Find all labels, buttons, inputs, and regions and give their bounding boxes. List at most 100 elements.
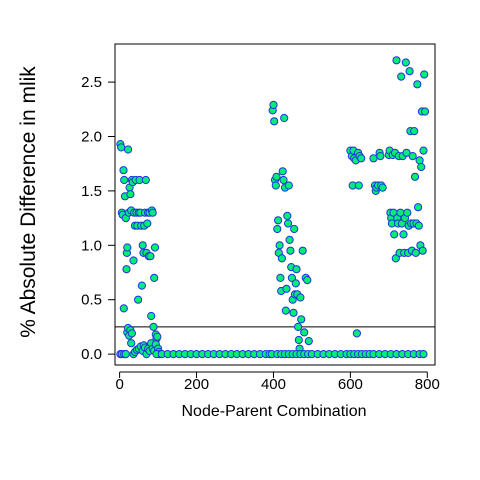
data-point <box>418 246 427 255</box>
data-point <box>291 279 300 288</box>
data-point <box>278 167 287 176</box>
data-point <box>289 308 298 317</box>
y-axis: 0.0 0.5 1.0 1.5 2.0 2.5 <box>81 74 115 363</box>
data-point <box>270 117 279 126</box>
data-point <box>284 219 293 228</box>
y-tick-label: 2.5 <box>81 74 102 91</box>
data-point <box>297 315 306 324</box>
x-tick-label: 600 <box>338 376 363 393</box>
data-point <box>408 152 417 161</box>
data-point <box>397 72 406 81</box>
data-point <box>134 295 143 304</box>
data-point <box>119 304 128 313</box>
data-point <box>122 265 131 274</box>
data-point <box>274 216 283 225</box>
data-point <box>150 243 160 252</box>
data-point <box>417 162 426 172</box>
data-point <box>120 175 129 185</box>
data-point <box>148 208 157 217</box>
data-point <box>411 248 420 257</box>
x-tick-label: 400 <box>261 376 286 393</box>
data-point <box>300 328 309 337</box>
data-point <box>129 256 138 265</box>
data-point <box>290 224 299 234</box>
data-point <box>273 224 282 234</box>
data-point <box>391 254 400 263</box>
data-point <box>294 335 303 345</box>
data-point <box>150 273 159 282</box>
data-point <box>153 332 162 341</box>
data-point <box>420 107 430 116</box>
data-point <box>304 337 313 346</box>
data-point <box>298 246 307 255</box>
data-point <box>415 156 424 165</box>
data-point <box>369 154 378 163</box>
data-point <box>376 152 385 161</box>
data-point <box>410 127 419 136</box>
data-point <box>276 273 285 282</box>
data-point <box>121 350 130 359</box>
y-tick-label: 2.0 <box>81 128 102 145</box>
data-point <box>119 166 128 175</box>
data-point <box>414 221 423 230</box>
data-point <box>413 80 422 89</box>
data-point <box>294 322 303 331</box>
data-point <box>149 322 158 331</box>
data-point <box>285 235 294 244</box>
data-point <box>281 306 290 315</box>
data-point <box>124 145 133 154</box>
x-tick-label: 0 <box>115 376 123 393</box>
data-point <box>138 241 147 250</box>
x-tick-label: 800 <box>415 376 440 393</box>
y-tick-label: 0.0 <box>81 346 102 363</box>
data-point <box>287 273 296 282</box>
data-point <box>410 172 420 181</box>
data-point <box>292 265 301 274</box>
data-points <box>116 56 430 359</box>
data-point <box>283 211 292 220</box>
data-point <box>117 143 126 152</box>
data-point <box>378 183 387 192</box>
data-point <box>357 154 366 163</box>
data-point <box>141 175 150 185</box>
data-point <box>126 190 135 199</box>
data-point <box>399 230 408 239</box>
data-point <box>279 175 288 185</box>
data-point <box>127 329 136 338</box>
data-point <box>414 203 423 212</box>
data-point <box>137 281 146 290</box>
data-point <box>143 219 152 228</box>
data-point <box>405 67 414 76</box>
data-point <box>352 329 361 338</box>
data-point <box>419 146 428 155</box>
data-point <box>127 339 136 348</box>
data-point <box>271 181 280 190</box>
data-point <box>146 252 155 261</box>
data-point <box>296 293 305 302</box>
data-point <box>280 113 289 123</box>
data-point <box>284 181 293 190</box>
x-axis: 0 200 400 600 800 <box>115 371 440 393</box>
y-tick-label: 0.5 <box>81 292 102 309</box>
data-point <box>392 56 401 65</box>
data-point <box>123 243 132 252</box>
data-point <box>403 208 412 217</box>
data-point <box>354 181 363 190</box>
data-point <box>275 241 284 250</box>
data-point <box>272 172 281 181</box>
data-point <box>147 311 156 321</box>
data-point <box>420 70 429 79</box>
data-point <box>303 276 312 285</box>
data-point <box>286 246 295 255</box>
y-axis-title: % Absolute Difference in mlik <box>17 66 40 338</box>
data-point <box>269 100 278 110</box>
data-point <box>401 58 410 67</box>
x-axis-title: Node-Parent Combination <box>182 403 367 420</box>
plot-frame <box>114 43 436 366</box>
data-point <box>277 254 286 263</box>
y-tick-label: 1.5 <box>81 183 102 200</box>
y-tick-label: 1.0 <box>81 237 102 254</box>
data-point <box>402 148 411 157</box>
data-point <box>282 284 291 293</box>
